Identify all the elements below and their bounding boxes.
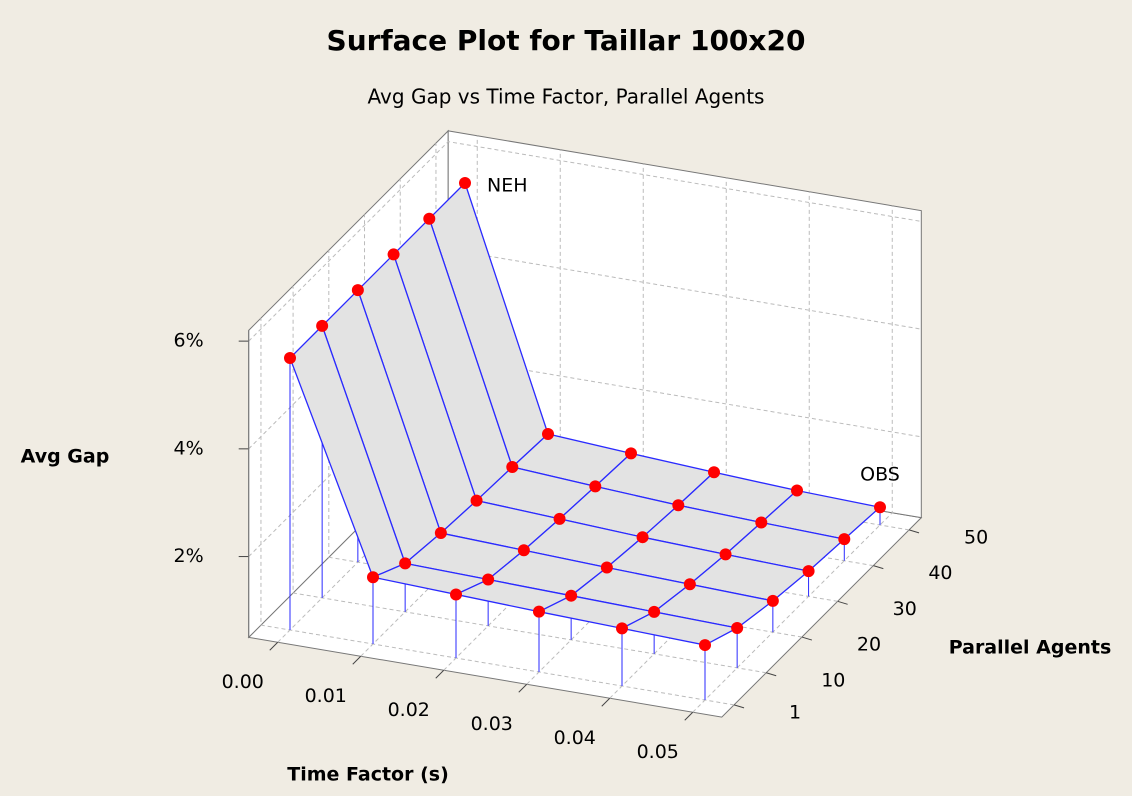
point [399, 557, 412, 570]
grid-line [260, 318, 735, 706]
y-tick [908, 529, 920, 534]
point [731, 622, 744, 635]
annotation: NEH [487, 175, 528, 197]
z-tick-label: 6% [174, 330, 204, 352]
y-tick [801, 636, 813, 641]
point [791, 484, 803, 497]
point [542, 427, 554, 440]
point [600, 561, 613, 574]
z-tick-label: 4% [174, 437, 204, 459]
point [648, 605, 661, 618]
x-tick [601, 697, 611, 707]
x-tick [269, 641, 279, 651]
point [874, 501, 886, 514]
y-tick-label: 1 [789, 701, 801, 723]
point [434, 527, 447, 540]
y-tick-label: 40 [928, 562, 952, 584]
point [589, 480, 602, 493]
grid-line [692, 205, 893, 713]
point [553, 512, 566, 525]
point [423, 212, 436, 225]
x-axis-title: Time Factor (s) [287, 764, 449, 786]
y-tick-label: 50 [964, 526, 988, 548]
x-tick [352, 655, 362, 665]
point [459, 177, 471, 190]
grid-line [248, 141, 922, 342]
point [708, 466, 720, 479]
point [565, 589, 578, 602]
y-tick [733, 704, 745, 709]
x-tick [435, 669, 445, 679]
point [683, 578, 696, 591]
y-tick [873, 565, 884, 570]
point [367, 571, 379, 584]
point [351, 284, 364, 297]
x-tick [518, 683, 528, 693]
point [517, 544, 530, 557]
y-tick-label: 10 [821, 669, 845, 691]
y-tick-label: 20 [857, 634, 881, 656]
y-tick [837, 600, 848, 605]
point [482, 573, 495, 586]
chart-title: Surface Plot for Taillar 100x20 [327, 24, 806, 57]
point [625, 447, 637, 460]
point [533, 605, 545, 618]
x-tick-label: 0.05 [637, 741, 679, 763]
grid-line [328, 250, 802, 638]
z-axis-title: Avg Gap [21, 446, 110, 468]
z-tick-label: 2% [174, 545, 204, 567]
point [616, 622, 628, 635]
point [470, 494, 483, 507]
point [699, 639, 711, 652]
point [672, 499, 685, 512]
point [450, 588, 462, 601]
x-tick [684, 711, 694, 721]
point [766, 594, 779, 607]
point [506, 461, 519, 474]
x-tick-label: 0.00 [222, 671, 264, 693]
point [719, 548, 732, 561]
point [755, 516, 768, 529]
x-tick-label: 0.02 [388, 699, 430, 721]
point [284, 352, 296, 365]
x-tick-label: 0.04 [554, 727, 596, 749]
x-tick-label: 0.03 [471, 713, 513, 735]
grid-line [292, 285, 767, 674]
point [387, 248, 400, 261]
point [636, 531, 649, 544]
point [802, 565, 815, 578]
x-tick-label: 0.01 [305, 685, 347, 707]
annotation: OBS [860, 464, 900, 486]
point [316, 319, 329, 332]
y-tick-label: 30 [893, 598, 917, 620]
y-axis-title: Parallel Agents [949, 637, 1112, 659]
point [838, 533, 851, 546]
chart-subtitle: Avg Gap vs Time Factor, Parallel Agents [368, 85, 765, 109]
y-tick [766, 672, 777, 677]
